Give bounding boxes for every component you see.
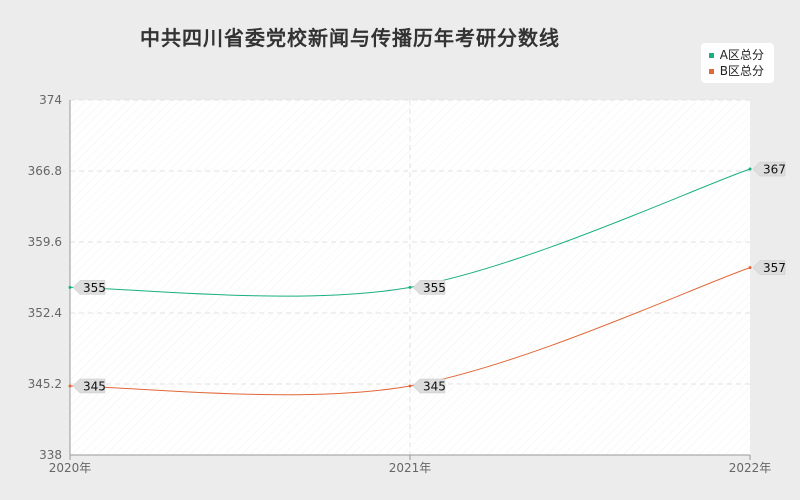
legend-label-b: B区总分: [719, 64, 764, 78]
data-point: [408, 384, 412, 388]
data-label-tag: [72, 280, 106, 295]
legend-swatch-a: [708, 52, 714, 58]
chart-title: 中共四川省委党校新闻与传播历年考研分数线: [140, 26, 560, 50]
data-label-tag: [72, 378, 106, 394]
x-tick-label: 2021年: [389, 461, 432, 475]
y-tick-label: 359.6: [28, 235, 62, 249]
plot-area-hatch: [70, 100, 750, 455]
data-point: [408, 285, 412, 289]
legend-label-a: A区总分: [719, 48, 764, 62]
data-point: [68, 384, 72, 388]
legend-item-a[interactable]: A区总分: [708, 47, 764, 63]
data-label: 345: [83, 379, 106, 393]
data-point: [748, 167, 752, 171]
data-label-tag: [752, 260, 786, 275]
x-tick-label: 2022年: [729, 461, 772, 475]
legend-item-b[interactable]: B区总分: [708, 63, 764, 79]
data-label: 357: [763, 261, 786, 275]
y-tick-label: 374: [39, 93, 62, 107]
y-tick-label: 338: [39, 448, 62, 462]
y-tick-label: 366.8: [28, 164, 62, 178]
data-label: 355: [83, 281, 106, 295]
data-label: 355: [423, 281, 446, 295]
data-label-tag: [752, 161, 786, 177]
data-label: 345: [423, 379, 446, 393]
data-label: 367: [763, 163, 786, 177]
data-point: [748, 266, 752, 270]
data-point: [68, 285, 72, 289]
y-tick-label: 352.4: [28, 306, 62, 320]
data-label-tag: [412, 378, 446, 394]
x-tick-label: 2020年: [49, 461, 92, 475]
y-tick-label: 345.2: [28, 377, 62, 391]
data-label-tag: [412, 280, 446, 295]
legend-swatch-b: [708, 68, 714, 74]
legend: A区总分 B区总分: [700, 43, 774, 83]
